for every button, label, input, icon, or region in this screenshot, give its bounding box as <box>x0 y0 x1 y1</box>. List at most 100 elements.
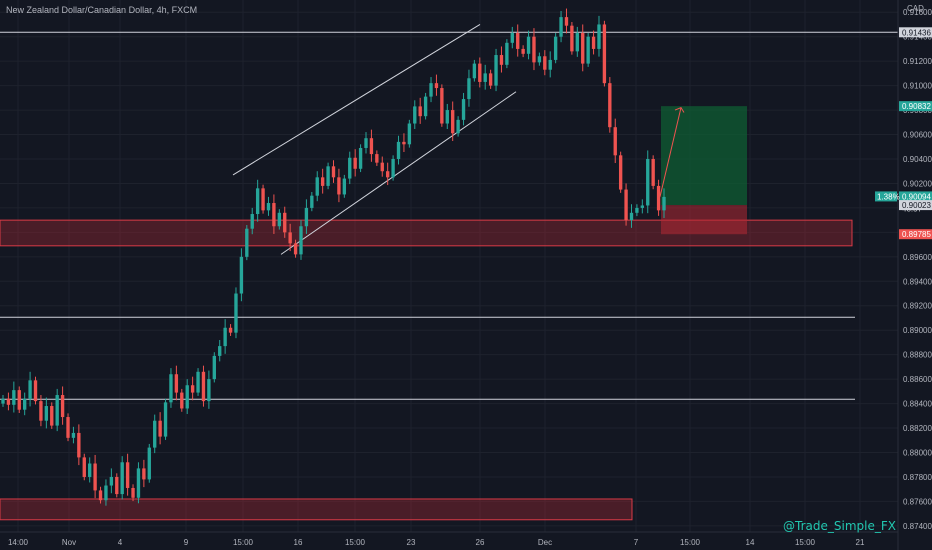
candle <box>488 73 493 86</box>
candle <box>326 166 330 186</box>
candle <box>602 24 607 84</box>
candle <box>33 380 38 402</box>
x-tick-label: 15:00 <box>795 538 816 547</box>
time-axis[interactable]: 14:00 Nov 4 9 15:00 16 15:00 23 26 Dec 7 15:00 14 15:… <box>0 531 898 547</box>
candle <box>255 188 260 215</box>
candle <box>207 379 211 402</box>
candle <box>467 78 471 100</box>
y-tick-label: 0.87400 <box>903 522 932 531</box>
y-tick-label: 0.88000 <box>903 449 932 458</box>
x-tick-label: 9 <box>184 538 189 547</box>
stop-area <box>661 205 747 235</box>
candle <box>407 123 412 145</box>
y-tick-label: 0.89400 <box>903 277 932 286</box>
candle <box>629 212 634 221</box>
candle <box>597 24 601 49</box>
candle <box>380 162 384 172</box>
candle <box>17 390 21 410</box>
channel-line <box>280 91 517 255</box>
candle <box>315 177 319 196</box>
candles <box>1 8 666 506</box>
candle <box>245 228 249 257</box>
candle <box>115 476 119 495</box>
candle <box>358 147 363 169</box>
candle <box>60 395 65 418</box>
price-tag-target <box>899 101 932 112</box>
candle <box>169 374 173 403</box>
candle <box>570 25 574 52</box>
candle <box>575 33 579 52</box>
x-tick-label: 26 <box>476 538 485 547</box>
price-axis[interactable]: 0.916000.914000.912000.910000.908000.906… <box>875 0 932 550</box>
grid <box>0 0 898 532</box>
candle <box>472 63 477 79</box>
candle <box>505 42 509 65</box>
y-tick-label: 0.91000 <box>903 82 932 91</box>
candle <box>136 468 141 498</box>
candle <box>543 56 547 70</box>
pct-tag <box>875 191 897 202</box>
candle <box>342 178 347 195</box>
candle <box>190 385 195 393</box>
price-tag-stop <box>899 229 932 240</box>
y-tick-label: 0.88800 <box>903 351 932 360</box>
candle <box>6 398 11 405</box>
candle <box>537 56 542 63</box>
candle <box>418 106 422 117</box>
candle <box>163 402 168 437</box>
candle <box>293 243 298 255</box>
horizontal-levels <box>0 31 898 400</box>
candle <box>586 36 590 64</box>
candle <box>521 48 525 54</box>
x-tick-label: 14 <box>746 538 755 547</box>
candle <box>640 205 645 208</box>
candle <box>581 33 585 64</box>
price-tag-text: 0.90832 <box>902 102 931 111</box>
x-tick-label: 4 <box>118 538 123 547</box>
long-position-tool[interactable] <box>659 106 747 235</box>
candle <box>12 390 16 405</box>
candle <box>288 232 292 244</box>
candle <box>223 327 227 347</box>
pct-tag-text: 1.38% <box>877 192 900 201</box>
candle <box>483 73 487 82</box>
candle <box>239 256 244 294</box>
target-area <box>661 106 747 206</box>
candle <box>548 59 552 70</box>
y-tick-label: 0.90400 <box>903 155 932 164</box>
candle <box>526 36 531 54</box>
candle <box>396 141 401 159</box>
candle <box>320 177 325 186</box>
y-tick-label: 0.90600 <box>903 131 932 140</box>
candle <box>196 371 200 393</box>
candle <box>218 346 222 356</box>
y-tick-label: 0.89600 <box>903 253 932 262</box>
candle <box>559 17 563 37</box>
watermark: @Trade_Simple_FX <box>783 519 896 533</box>
candle <box>516 33 520 49</box>
candle <box>71 432 76 438</box>
price-tag-text: 0.90023 <box>902 201 931 210</box>
candle <box>337 177 341 195</box>
candle <box>277 212 281 227</box>
candle <box>364 138 368 148</box>
candle <box>440 88 444 124</box>
x-tick-label: 15:00 <box>345 538 366 547</box>
candle <box>310 195 314 208</box>
arrow-head <box>674 106 685 113</box>
candle <box>212 355 216 380</box>
candle <box>646 158 650 206</box>
y-tick-label: 0.87800 <box>903 473 932 482</box>
candle <box>234 293 238 333</box>
candle <box>423 96 428 117</box>
candle <box>451 110 455 134</box>
x-tick-label: Dec <box>538 538 552 547</box>
y-tick-label: 0.91200 <box>903 57 932 66</box>
candle <box>153 420 157 448</box>
candle <box>375 154 379 163</box>
candle <box>553 36 558 60</box>
candle <box>651 158 655 186</box>
candle <box>624 189 628 221</box>
x-tick-label: Nov <box>62 538 76 547</box>
